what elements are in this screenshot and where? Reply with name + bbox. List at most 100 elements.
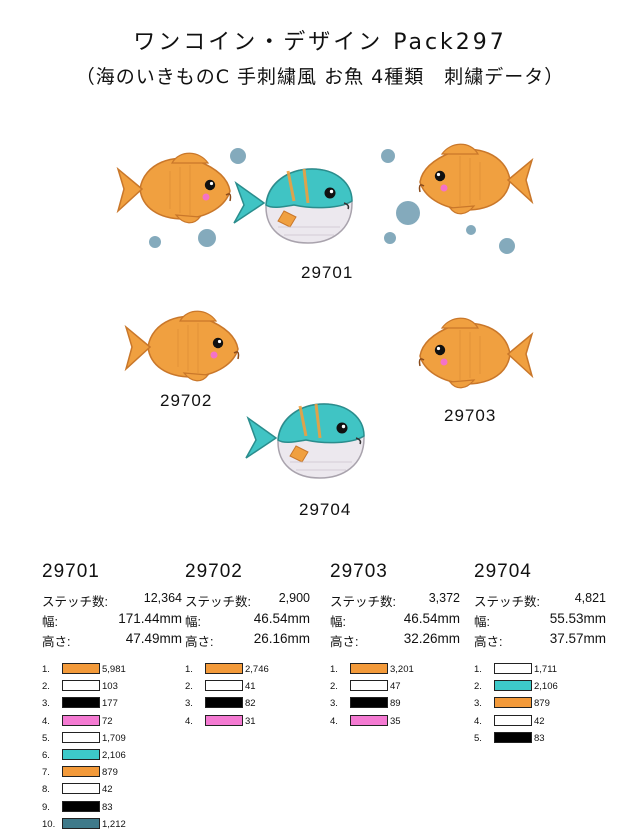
color-swatch [350, 680, 388, 692]
color-row: 3. 89 [330, 696, 460, 713]
color-row: 7. 879 [42, 765, 182, 782]
color-row: 4. 31 [185, 714, 310, 731]
color-stitch-count: 31 [245, 715, 256, 727]
height-row: 高さ: 32.26mm [330, 629, 460, 649]
color-swatch [62, 663, 100, 674]
color-row: 2. 41 [185, 679, 310, 696]
height-row: 高さ: 26.16mm [185, 629, 310, 649]
color-row: 2. 103 [42, 679, 182, 696]
color-row: 1. 2,746 [185, 662, 310, 679]
stitch-value: 12,364 [143, 591, 182, 605]
stitch-count-row: ステッチ数: 12,364 [42, 589, 182, 609]
color-stitch-count: 1,709 [102, 732, 126, 744]
color-number: 1. [330, 664, 338, 675]
width-row: 幅: 171.44mm [42, 609, 182, 629]
color-row: 10. 1,212 [42, 817, 182, 834]
color-row: 9. 83 [42, 800, 182, 817]
color-number: 3. [474, 698, 482, 710]
color-swatch [62, 748, 100, 760]
width-row: 幅: 55.53mm [474, 609, 606, 629]
stitch-label: ステッチ数: [474, 595, 540, 609]
color-stitch-count: 177 [102, 698, 118, 710]
color-swatch [62, 817, 100, 829]
color-number: 4. [185, 715, 193, 727]
color-row: 5. 83 [474, 731, 606, 748]
color-swatch [350, 714, 388, 726]
stitch-count-row: ステッチ数: 4,821 [474, 589, 606, 609]
color-swatch [62, 783, 100, 795]
color-swatch [494, 663, 532, 674]
color-swatch [494, 697, 532, 709]
color-stitch-count: 1,711 [534, 664, 558, 675]
stitch-value: 2,900 [278, 591, 310, 605]
color-stitch-count: 5,981 [102, 664, 126, 675]
color-swatch [494, 714, 532, 726]
color-swatch [205, 663, 243, 674]
color-number: 2. [474, 681, 482, 693]
stitch-label: ステッチ数: [42, 595, 108, 609]
spec-panel-29704: 29704 ステッチ数: 4,821 幅: 55.53mm 高さ: 37.57mm 1. 1,7… [474, 561, 606, 748]
width-row: 幅: 46.54mm [330, 609, 460, 629]
height-label: 高さ: [474, 635, 503, 649]
stitch-count-row: ステッチ数: 2,900 [185, 589, 310, 609]
panel-code: 29703 [330, 561, 388, 582]
color-number: 1. [185, 664, 193, 675]
color-number: 10. [42, 818, 56, 830]
height-value: 32.26mm [403, 631, 460, 646]
color-swatch [62, 697, 100, 709]
color-row: 8. 42 [42, 782, 182, 799]
height-value: 37.57mm [549, 631, 606, 646]
width-label: 幅: [42, 615, 58, 629]
color-number: 4. [42, 715, 50, 727]
color-row: 1. 3,201 [330, 662, 460, 679]
color-stitch-count: 72 [102, 715, 113, 727]
color-row: 2. 47 [330, 679, 460, 696]
design-code-29702: 29702 [160, 391, 213, 410]
spec-panel-29701: 29701 ステッチ数: 12,364 幅: 171.44mm 高さ: 47.49mm 1. 5… [42, 561, 182, 834]
color-swatch [62, 680, 100, 692]
width-value: 171.44mm [118, 611, 182, 626]
color-swatch [350, 697, 388, 709]
color-row: 1. 1,711 [474, 662, 606, 679]
width-value: 55.53mm [549, 611, 606, 626]
color-stitch-count: 2,106 [102, 749, 126, 761]
height-value: 26.16mm [253, 631, 310, 646]
design-code-29704: 29704 [299, 500, 352, 519]
height-row: 高さ: 37.57mm [474, 629, 606, 649]
color-swatch [62, 714, 100, 726]
page-subtitle: （海のいきものC 手刺繍風 お魚 4種類 刺繍データ） [75, 66, 565, 88]
color-list: 1. 1,711 2. 2,106 3. 879 4. 42 5. 83 [474, 662, 606, 748]
stitch-value: 4,821 [574, 591, 606, 605]
spec-panel-29703: 29703 ステッチ数: 3,372 幅: 46.54mm 高さ: 32.26mm 1. 3,2… [330, 561, 460, 731]
height-value: 47.49mm [125, 631, 182, 646]
color-stitch-count: 41 [245, 681, 256, 693]
height-label: 高さ: [42, 635, 71, 649]
panel-code: 29701 [42, 561, 100, 582]
color-row: 3. 177 [42, 696, 182, 713]
design-code-29703: 29703 [444, 406, 497, 425]
color-stitch-count: 83 [102, 801, 113, 813]
color-list: 1. 5,981 2. 103 3. 177 4. 72 5. 1,709 6. 2,106 7. 879… [42, 662, 182, 834]
design-code-29701: 29701 [301, 263, 354, 282]
color-stitch-count: 82 [245, 698, 256, 710]
color-number: 6. [42, 749, 50, 761]
stitch-label: ステッチ数: [330, 595, 396, 609]
color-number: 7. [42, 767, 50, 779]
color-row: 4. 72 [42, 714, 182, 731]
color-stitch-count: 879 [534, 698, 550, 710]
color-number: 3. [330, 698, 338, 710]
stitch-value: 3,372 [428, 591, 460, 605]
color-stitch-count: 879 [102, 767, 118, 779]
color-stitch-count: 47 [390, 681, 401, 693]
width-label: 幅: [185, 615, 201, 629]
height-row: 高さ: 47.49mm [42, 629, 182, 649]
embroidery-preview [117, 143, 533, 480]
color-number: 2. [185, 681, 193, 693]
width-row: 幅: 46.54mm [185, 609, 310, 629]
color-stitch-count: 35 [390, 715, 401, 727]
color-row: 3. 82 [185, 696, 310, 713]
stitch-label: ステッチ数: [185, 595, 251, 609]
color-swatch [494, 680, 532, 692]
color-swatch [62, 800, 100, 812]
color-stitch-count: 42 [534, 715, 545, 727]
